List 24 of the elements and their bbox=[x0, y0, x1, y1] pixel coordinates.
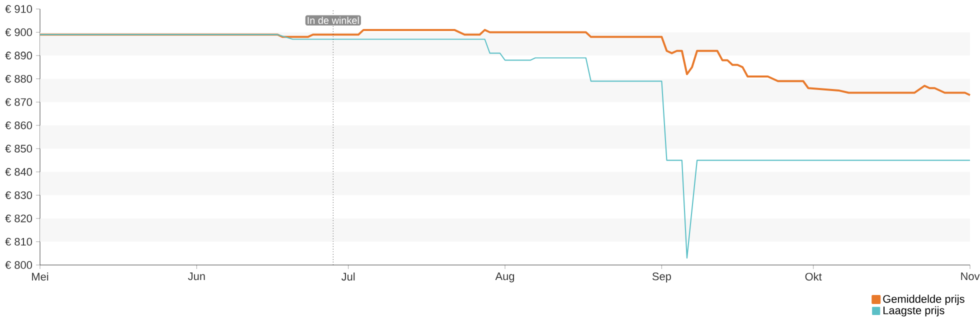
x-tick-label: Okt bbox=[805, 272, 822, 281]
x-tick-label: Sep bbox=[652, 272, 671, 282]
y-tick-label: € 910 bbox=[5, 5, 32, 13]
line-series bbox=[39, 34, 971, 259]
line-series bbox=[39, 28, 972, 96]
x-tick-label: Aug bbox=[495, 272, 514, 282]
x-tick-label: Mei bbox=[32, 272, 48, 281]
ref-line-label: In de winkel bbox=[308, 16, 359, 24]
y-tick-label: € 810 bbox=[5, 238, 32, 246]
y-tick-label: € 900 bbox=[5, 28, 32, 36]
legend-label: Gemiddelde prijs bbox=[883, 294, 964, 305]
y-tick-label: € 890 bbox=[5, 52, 32, 60]
x-tick-label: Nov bbox=[961, 272, 980, 280]
y-tick-label: € 850 bbox=[5, 144, 32, 153]
x-tick-label: Jun bbox=[188, 272, 205, 280]
y-tick-label: € 870 bbox=[5, 98, 32, 106]
y-tick-label: € 800 bbox=[5, 261, 32, 269]
x-tick-label: Jul bbox=[341, 272, 355, 281]
y-tick-label: € 830 bbox=[5, 191, 32, 200]
y-tick-label: € 820 bbox=[5, 214, 32, 222]
legend-label: Laagste prijs bbox=[884, 306, 944, 316]
y-tick-label: € 880 bbox=[5, 74, 32, 83]
y-tick-label: € 840 bbox=[5, 168, 32, 176]
y-tick-label: € 860 bbox=[5, 121, 32, 130]
